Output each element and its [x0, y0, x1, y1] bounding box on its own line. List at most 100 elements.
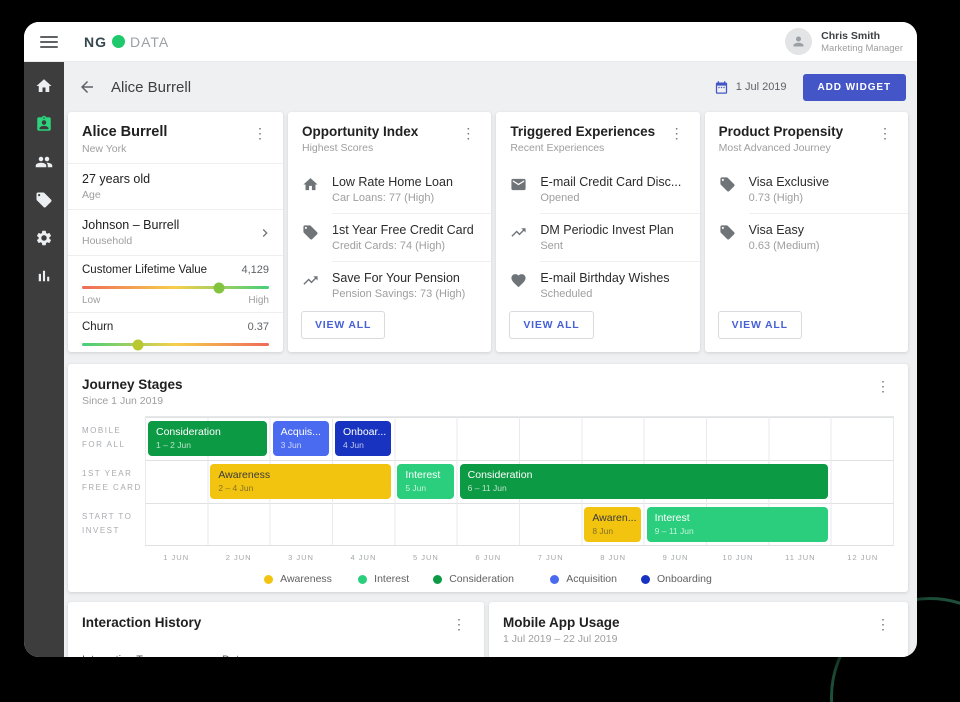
gantt-legend: Awareness Interest Consideration Acquisi… — [82, 573, 894, 586]
fact-label: Age — [82, 189, 101, 201]
column-interaction-type[interactable]: Interaction Type — [82, 654, 222, 657]
bar-dates: 4 Jun — [343, 440, 364, 450]
list-item[interactable]: E-mail Birthday Wishes Scheduled — [496, 262, 699, 309]
bar-title: Interest — [405, 469, 441, 481]
axis-tick: 6 JUN — [475, 553, 502, 562]
axis-tick: 2 JUN — [225, 553, 252, 562]
item-subtitle: Car Loans: 77 (High) — [332, 192, 435, 204]
profile-metric: Churn 0.37 Low High — [68, 313, 283, 352]
card-subtitle: Highest Scores — [302, 142, 374, 154]
kebab-menu-icon[interactable]: ⋮ — [461, 125, 476, 141]
mail-icon — [511, 178, 526, 191]
item-title: E-mail Credit Card Disc... — [540, 175, 682, 189]
triggered-experiences-view-all-button[interactable]: VIEW ALL — [509, 311, 594, 339]
item-subtitle: Opened — [540, 192, 580, 204]
metric-value: 0.37 — [247, 321, 269, 333]
profile-name: Alice Burrell — [82, 124, 168, 140]
journey-bar-interest[interactable]: Interest 9 – 11 Jun — [646, 507, 828, 542]
list-item[interactable]: Save For Your Pension Pension Savings: 7… — [288, 262, 491, 309]
axis-tick: 5 JUN — [412, 553, 439, 562]
bar-dates: 6 – 11 Jun — [467, 483, 507, 493]
metric-slider[interactable] — [82, 339, 269, 350]
home-icon — [303, 178, 318, 191]
axis-tick: 8 JUN — [600, 553, 627, 562]
list-item[interactable]: DM Periodic Invest Plan Sent — [496, 214, 699, 261]
list-item[interactable]: E-mail Credit Card Disc... Opened — [496, 166, 699, 213]
add-widget-button[interactable]: ADD WIDGET — [802, 73, 906, 101]
legend-item-consideration: Consideration — [433, 573, 526, 586]
axis-tick: 11 JUN — [785, 553, 816, 562]
legend-dot-icon — [264, 575, 274, 584]
journey-bar-awareness[interactable]: Awareness 2 – 4 Jun — [210, 464, 392, 499]
legend-dot-icon — [640, 575, 650, 584]
kebab-menu-icon[interactable]: ⋮ — [876, 616, 890, 632]
journey-bar-awareness[interactable]: Awaren... 8 Jun — [584, 507, 641, 542]
kebab-menu-icon[interactable]: ⋮ — [876, 378, 890, 394]
journey-bar-onboarding[interactable]: Onboar... 4 Jun — [335, 421, 392, 456]
list-item[interactable]: Visa Easy 0.63 (Medium) — [705, 214, 908, 261]
slider-thumb[interactable] — [213, 282, 224, 293]
arrow-back-icon — [81, 81, 93, 93]
card-title: Triggered Experiences — [510, 124, 656, 139]
slider-thumb[interactable] — [132, 339, 144, 350]
journey-bar-consideration[interactable]: Consideration 1 – 2 Jun — [148, 421, 267, 456]
metric-value: 4,129 — [241, 264, 269, 276]
gantt-axis: 1 JUN 2 JUN 3 JUN 4 JUN 5 JUN 6 JUN 7 JUN 8 JUN… — [145, 546, 894, 562]
page-title: Alice Burrell — [111, 78, 192, 96]
bar-title: Consideration — [467, 469, 533, 481]
user-name: Chris Smith — [821, 29, 881, 42]
menu-icon[interactable] — [40, 35, 58, 48]
sidebar-item-people[interactable] — [35, 153, 53, 171]
card-title: Opportunity Index — [302, 124, 419, 139]
tag-icon — [720, 225, 735, 240]
bar-title: Awaren... — [592, 512, 637, 524]
sidebar-item-settings[interactable] — [35, 229, 53, 247]
sidebar-item-bar-chart[interactable] — [35, 267, 53, 285]
journey-bar-consideration[interactable]: Consideration 6 – 11 Jun — [459, 464, 828, 499]
people-icon — [35, 156, 53, 168]
main-content: Alice Burrell 1 Jul 2019 ADD WIDGET Alic… — [64, 62, 917, 657]
user-menu[interactable]: Chris Smith Marketing Manager — [785, 28, 903, 55]
profile-fact[interactable]: Johnson – Burrell Household — [68, 210, 283, 256]
interaction-table-header: Interaction Type Date ↓ — [82, 654, 470, 657]
journey-bar-acquisition[interactable]: Acquis... 3 Jun — [272, 421, 329, 456]
kebab-menu-icon[interactable]: ⋮ — [253, 125, 267, 141]
axis-tick: 9 JUN — [662, 553, 689, 562]
kebab-menu-icon[interactable]: ⋮ — [452, 616, 466, 632]
legend-dot-icon — [433, 575, 443, 584]
column-date[interactable]: Date ↓ — [222, 654, 253, 657]
metric-slider[interactable] — [82, 282, 269, 293]
profile-metric: Customer Lifetime Value 4,129 Low High — [68, 256, 283, 313]
kebab-menu-icon[interactable]: ⋮ — [877, 125, 892, 141]
legend-label: Interest — [374, 573, 410, 585]
triggered-experiences-card: Triggered Experiences Recent Experiences… — [496, 112, 700, 352]
opportunity-index-view-all-button[interactable]: VIEW ALL — [301, 311, 386, 339]
avatar — [785, 28, 813, 55]
bar-title: Interest — [654, 512, 690, 524]
gantt-grid: Consideration 1 – 2 Jun Acquis... 3 Jun … — [145, 416, 894, 546]
product-propensity-view-all-button[interactable]: VIEW ALL — [717, 311, 802, 339]
bar-chart-icon — [38, 270, 50, 282]
interaction-history-card: Interaction History ⋮ Interaction Type D… — [68, 602, 484, 657]
sidebar-item-home[interactable] — [35, 77, 53, 95]
list-item[interactable]: 1st Year Free Credit Card Credit Cards: … — [288, 214, 491, 261]
date-picker[interactable]: 1 Jul 2019 — [714, 80, 787, 95]
sidebar — [24, 62, 64, 657]
list-item[interactable]: Low Rate Home Loan Car Loans: 77 (High) — [288, 166, 491, 213]
bar-dates: 2 – 4 Jun — [218, 483, 254, 493]
contact-badge-icon — [37, 115, 51, 131]
legend-label: Consideration — [449, 573, 514, 585]
kebab-menu-icon[interactable]: ⋮ — [669, 125, 684, 141]
list-item[interactable]: Visa Exclusive 0.73 (High) — [705, 166, 908, 213]
fact-label: Household — [82, 235, 133, 247]
sidebar-item-contact-badge[interactable] — [35, 115, 53, 133]
metric-title: Churn — [82, 321, 114, 333]
legend-item-interest: Interest — [358, 573, 409, 586]
gantt-row-label: 1ST YEAR FREE CARD — [82, 468, 142, 492]
journey-bar-interest[interactable]: Interest 5 Jun — [397, 464, 454, 499]
sidebar-item-tag[interactable] — [35, 191, 53, 209]
card-subtitle: Recent Experiences — [510, 142, 605, 154]
item-title: Low Rate Home Loan — [332, 175, 453, 189]
back-button[interactable] — [78, 78, 96, 96]
range-high-label: High — [248, 295, 269, 306]
